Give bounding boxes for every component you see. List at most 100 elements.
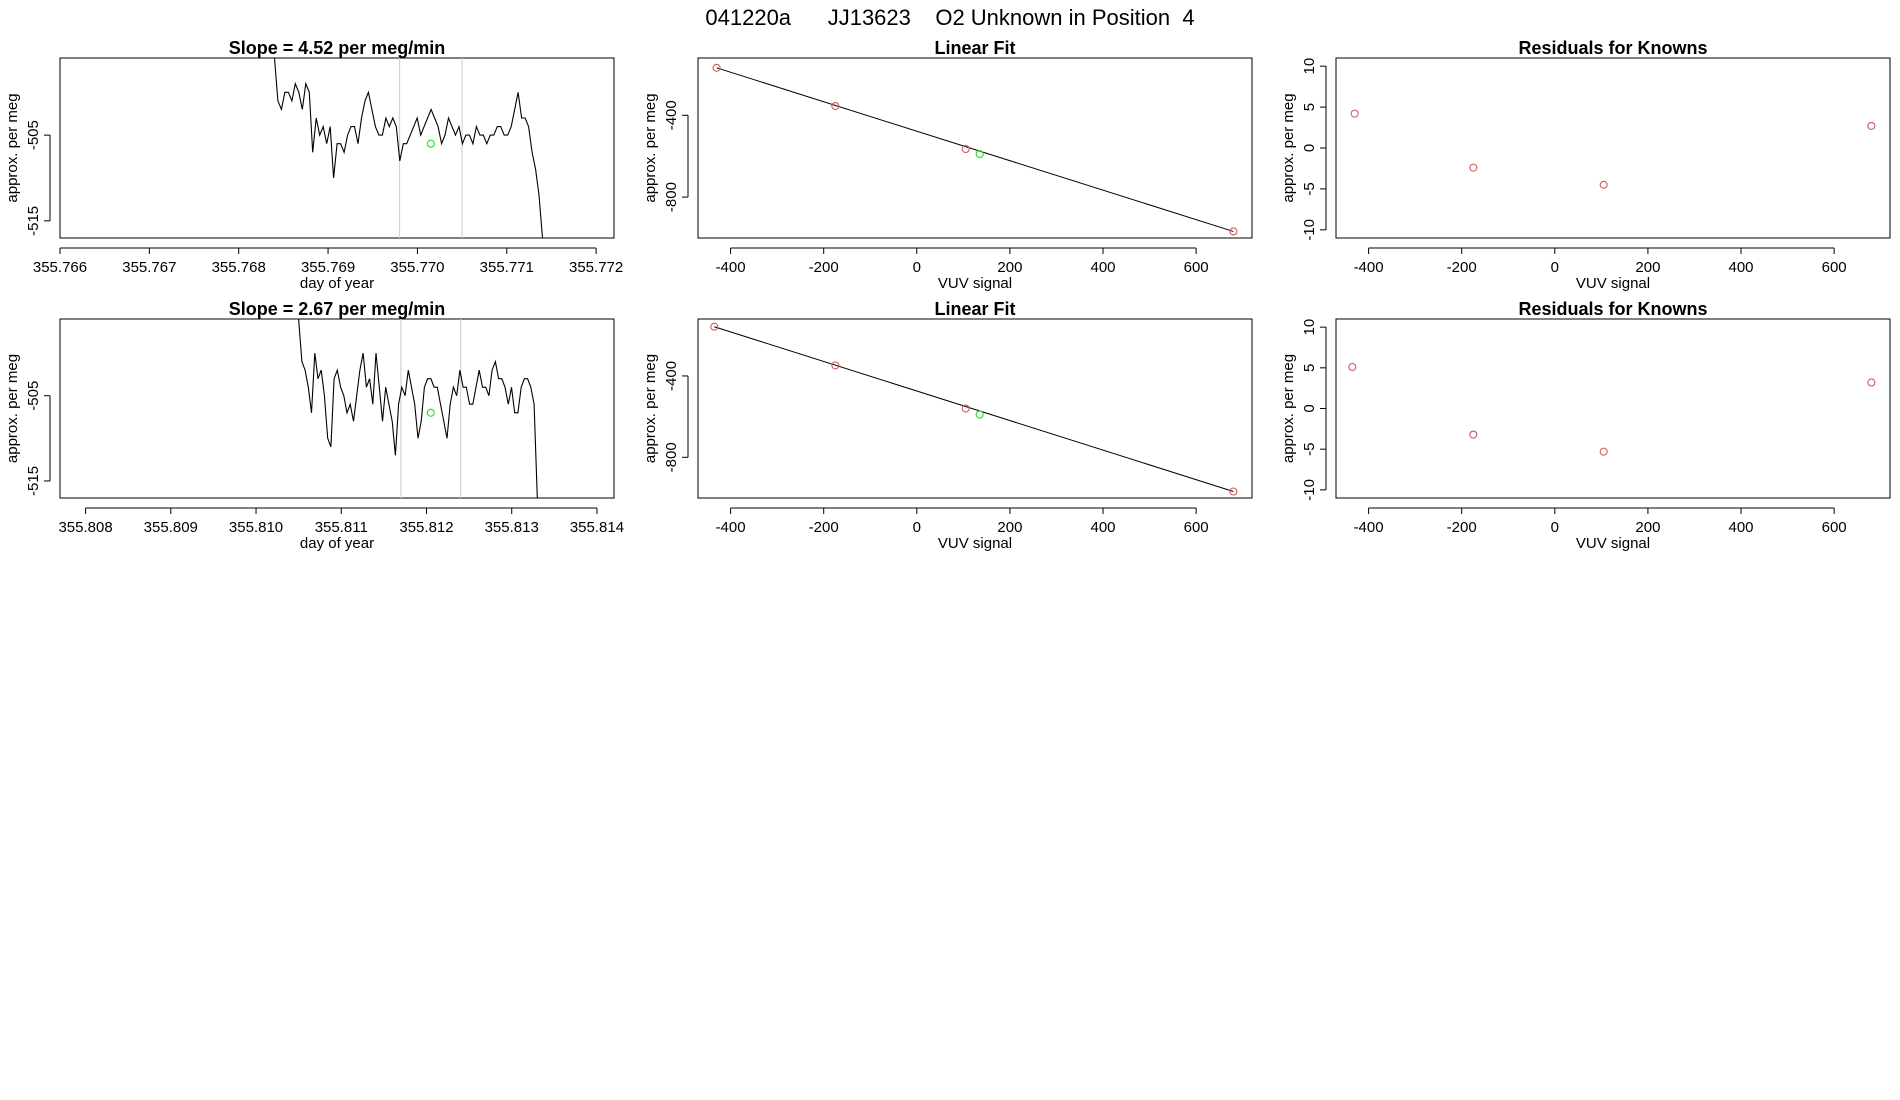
x-tick-label: 600 — [1822, 259, 1847, 276]
x-tick-label: 400 — [1091, 259, 1116, 276]
x-tick-label: 400 — [1729, 259, 1754, 276]
x-tick-label: 600 — [1184, 259, 1209, 276]
x-tick-label: 0 — [913, 259, 921, 276]
y-tick-label: 10 — [1301, 58, 1318, 75]
known-point — [712, 63, 721, 72]
y-tick-label: -10 — [1301, 219, 1318, 241]
chart-title: Residuals for Knowns — [1518, 38, 1707, 58]
y-axis-label: approx. per meg — [1280, 354, 1297, 463]
x-tick-label: 355.772 — [569, 259, 623, 276]
known-point — [1867, 378, 1876, 387]
unknown-marker — [426, 139, 435, 148]
known-point — [1599, 180, 1608, 189]
chart-panel-2: Linear Fit -400 -200 0 200 400 600 VUV signal -4… — [642, 38, 1253, 292]
y-axis-label: approx. per meg — [1280, 93, 1297, 202]
x-tick-label: -400 — [1354, 519, 1384, 536]
x-tick-label: 0 — [1551, 519, 1559, 536]
x-tick-label: 355.814 — [570, 519, 624, 536]
known-point — [831, 361, 840, 370]
y-tick-label: -400 — [663, 361, 680, 391]
x-tick-label: -200 — [1447, 519, 1477, 536]
x-tick-label: -400 — [1354, 259, 1384, 276]
x-tick-label: 355.811 — [315, 519, 368, 536]
x-tick-label: 600 — [1184, 519, 1209, 536]
plot-frame — [1335, 318, 1891, 499]
y-tick-label: -515 — [25, 206, 42, 236]
x-tick-label: -200 — [809, 259, 839, 276]
x-tick-label: 355.812 — [399, 519, 453, 536]
chart-panel-4: Slope = 2.67 per meg/min 355.808 355.809 35… — [4, 299, 624, 552]
chart-title: Linear Fit — [934, 299, 1015, 319]
x-tick-label: 0 — [1551, 259, 1559, 276]
plot-frame — [59, 57, 615, 239]
chart-panel-6: Residuals for Knowns -400 -200 0 200 400 600 VU… — [1280, 299, 1891, 552]
known-point — [1350, 109, 1359, 118]
plot-frame — [59, 318, 615, 499]
unknown-point — [975, 410, 984, 419]
known-point — [1229, 227, 1238, 236]
x-tick-label: 355.771 — [480, 259, 534, 276]
y-tick-label: -505 — [25, 120, 42, 150]
x-tick-label: 200 — [1635, 259, 1660, 276]
x-tick-label: 355.767 — [122, 259, 176, 276]
known-point — [1867, 121, 1876, 130]
x-tick-label: -400 — [716, 519, 746, 536]
y-tick-label: -5 — [1301, 443, 1318, 456]
x-axis-label: VUV signal — [938, 535, 1012, 552]
signal-trace — [273, 58, 544, 238]
plot-frame — [697, 318, 1253, 499]
x-tick-label: 200 — [997, 519, 1022, 536]
y-tick-label: -5 — [1301, 182, 1318, 195]
y-tick-label: 5 — [1301, 103, 1318, 111]
x-tick-label: 400 — [1729, 519, 1754, 536]
known-point — [1348, 362, 1357, 372]
panels: Slope = 4.52 per meg/min 355.766 355.767 35… — [4, 38, 1891, 552]
x-axis-label: VUV signal — [938, 275, 1012, 292]
page-title: 041220a JJ13623 O2 Unknown in Position 4 — [705, 5, 1194, 30]
y-axis-label: approx. per meg — [4, 354, 21, 463]
x-tick-label: 355.808 — [58, 519, 112, 536]
known-point — [961, 404, 970, 413]
known-point — [1469, 163, 1478, 172]
x-tick-label: -400 — [716, 259, 746, 276]
x-tick-label: 355.813 — [485, 519, 539, 536]
unknown-point — [975, 150, 984, 159]
x-tick-label: 200 — [997, 259, 1022, 276]
x-tick-label: 0 — [913, 519, 921, 536]
x-tick-label: 355.809 — [144, 519, 198, 536]
chart-title: Residuals for Knowns — [1518, 299, 1707, 319]
x-tick-label: 600 — [1822, 519, 1847, 536]
x-axis-label: day of year — [300, 275, 374, 292]
x-tick-label: 355.768 — [212, 259, 266, 276]
x-tick-label: 355.766 — [33, 259, 87, 276]
unknown-marker — [426, 408, 435, 417]
y-tick-label: 0 — [1301, 404, 1318, 412]
fit-line — [714, 326, 1234, 492]
x-tick-label: 355.810 — [229, 519, 283, 536]
y-axis-label: approx. per meg — [4, 93, 21, 202]
plot-frame — [1335, 57, 1891, 239]
x-tick-label: 200 — [1635, 519, 1660, 536]
x-tick-label: -200 — [809, 519, 839, 536]
x-tick-label: -200 — [1447, 259, 1477, 276]
x-axis-label: day of year — [300, 535, 374, 552]
y-tick-label: -515 — [25, 466, 42, 496]
x-axis-label: VUV signal — [1576, 535, 1650, 552]
known-point — [1599, 447, 1608, 456]
y-tick-label: -400 — [663, 100, 680, 130]
x-axis-label: VUV signal — [1576, 275, 1650, 292]
chart-panel-3: Residuals for Knowns -400 -200 0 200 400 600 VU… — [1280, 38, 1891, 292]
fit-line — [716, 67, 1234, 232]
y-tick-label: 5 — [1301, 364, 1318, 372]
known-point — [831, 102, 840, 111]
y-axis-label: approx. per meg — [642, 93, 659, 202]
chart-panel-5: Linear Fit -400 -200 0 200 400 600 VUV signal -4… — [642, 299, 1253, 552]
y-tick-label: 0 — [1301, 144, 1318, 152]
x-tick-label: 355.769 — [301, 259, 355, 276]
known-point — [1469, 430, 1478, 439]
chart-title: Linear Fit — [934, 38, 1015, 58]
y-tick-label: -505 — [25, 381, 42, 411]
x-tick-label: 355.770 — [390, 259, 444, 276]
y-tick-label: -800 — [663, 442, 680, 472]
signal-trace — [298, 319, 538, 498]
